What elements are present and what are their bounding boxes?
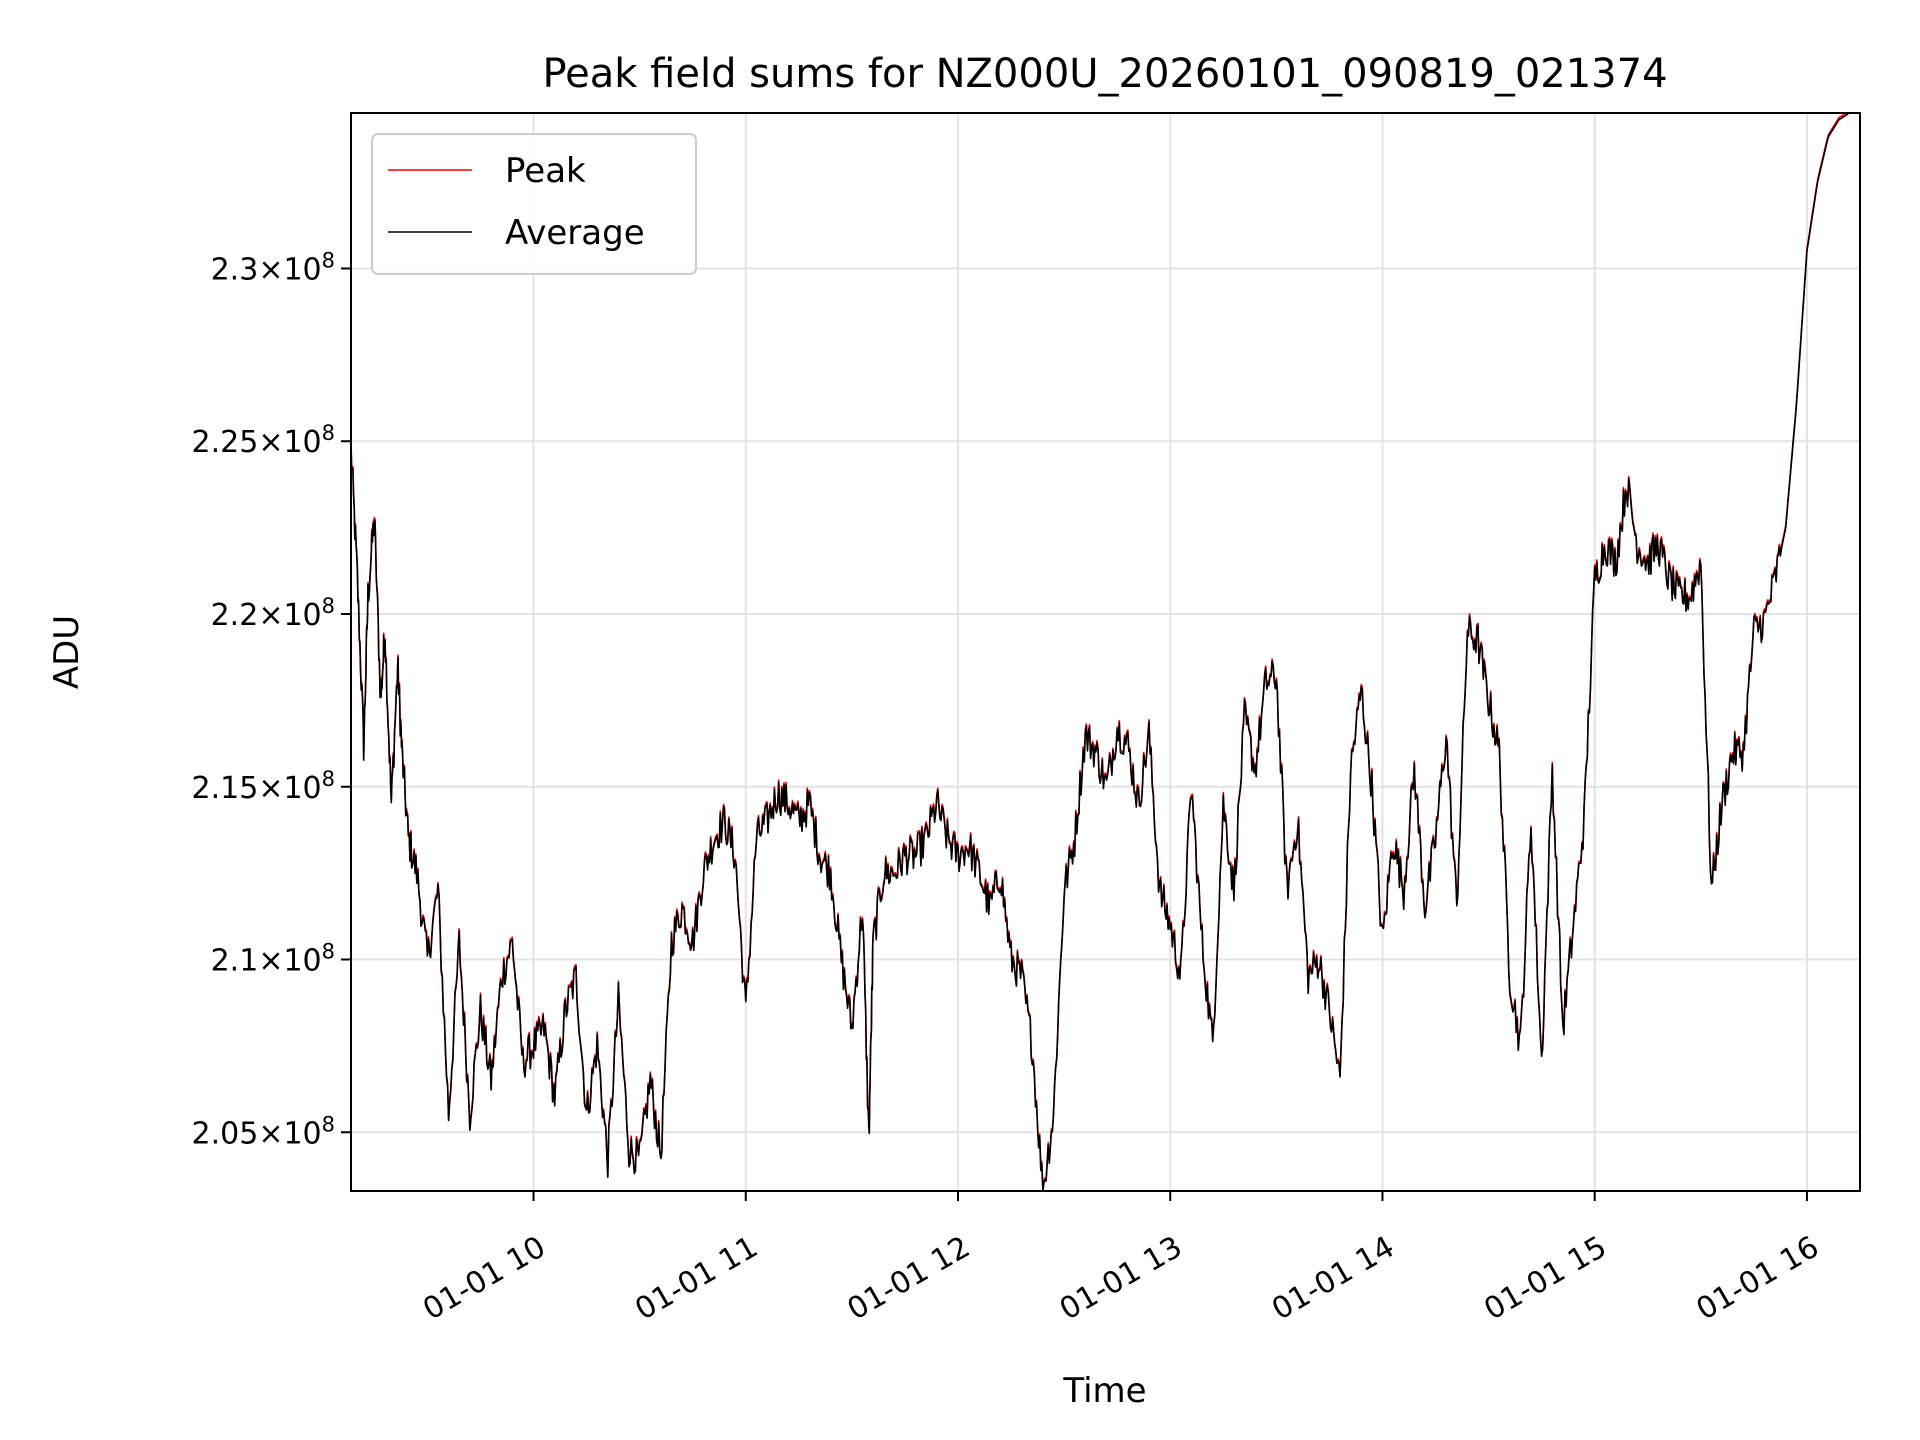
gridlines (351, 113, 1860, 1191)
y-axis-title: ADU (47, 615, 87, 689)
y-axis: 2.05×108 2.1×108 2.15×108 2.2×108 2.25×108 2.… (192, 248, 351, 1151)
legend: Peak Average (371, 133, 697, 275)
chart-title: Peak field sums for NZ000U_20260101_0908… (542, 51, 1667, 97)
y-tick-label: 2.1×108 (211, 940, 335, 979)
legend-box (371, 133, 697, 275)
y-tick-label: 2.15×108 (192, 767, 335, 806)
legend-peak-label: Peak (505, 151, 586, 191)
y-tick-label: 2.05×108 (192, 1112, 335, 1151)
series-line-average (350, 113, 1849, 1192)
y-tick-label: 2.3×108 (211, 248, 335, 287)
plot-frame (350, 112, 1861, 1192)
y-tick-label: 2.2×108 (211, 594, 335, 633)
y-tick-label: 2.25×108 (192, 421, 335, 460)
x-axis-title: Time (1062, 1371, 1146, 1411)
series-layer (350, 112, 1849, 1192)
legend-average-label: Average (505, 213, 645, 253)
